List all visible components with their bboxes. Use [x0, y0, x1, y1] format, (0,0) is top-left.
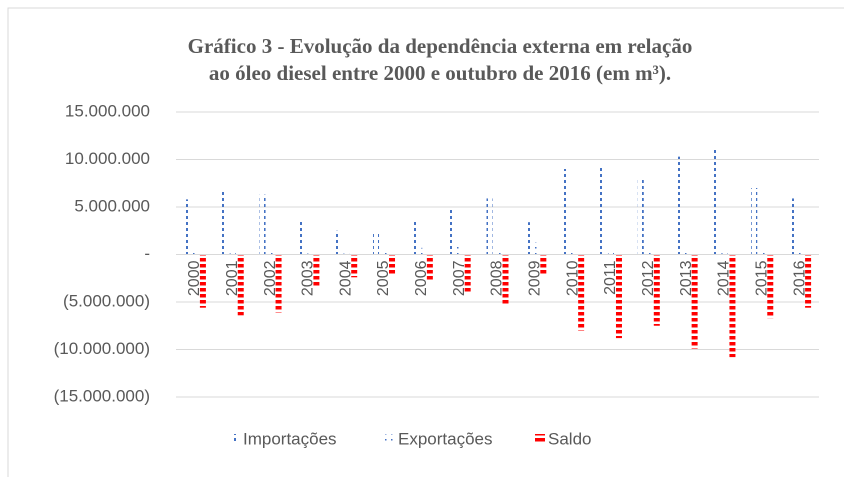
bar	[532, 242, 539, 255]
bar	[313, 254, 320, 288]
bar	[259, 194, 266, 255]
chart-title: Gráfico 3 - Evolução da dependência exte…	[188, 34, 693, 58]
bar	[381, 251, 388, 255]
bar	[540, 254, 547, 275]
legend-item: Importações	[230, 429, 337, 448]
bar	[426, 254, 433, 282]
bar	[464, 254, 471, 292]
bar	[183, 199, 190, 255]
bar	[448, 207, 455, 255]
legend-item: Exportações	[385, 429, 493, 448]
bar	[494, 248, 501, 255]
bar	[418, 247, 425, 255]
legend-label: Saldo	[548, 429, 591, 448]
bar	[410, 221, 417, 255]
y-tick-label: (10.000.000)	[54, 339, 150, 358]
bar	[578, 254, 585, 331]
bar	[237, 254, 244, 316]
x-tick-label: 2002	[262, 260, 279, 296]
bar	[805, 254, 812, 308]
bar	[713, 147, 720, 255]
bar	[221, 191, 228, 255]
bar	[267, 252, 274, 255]
y-tick-label: (15.000.000)	[54, 386, 150, 405]
x-tick-label: 2005	[375, 260, 392, 296]
bar	[599, 166, 606, 255]
legend-swatch	[535, 434, 545, 444]
y-tick-label: 15.000.000	[65, 101, 150, 120]
legend-label: Importações	[243, 429, 337, 448]
bar	[456, 244, 463, 255]
bar	[486, 198, 493, 255]
bar	[351, 254, 358, 278]
bar	[191, 252, 198, 255]
bar	[524, 222, 531, 255]
bar	[199, 254, 206, 308]
bar	[615, 254, 622, 339]
x-tick-label: 2011	[602, 260, 619, 295]
legend-swatch	[385, 434, 395, 444]
bar	[789, 198, 796, 255]
y-tick-label: (5.000.000)	[63, 291, 150, 310]
x-tick-label: 2000	[186, 260, 203, 296]
bar	[373, 231, 380, 255]
x-tick-label: 2003	[300, 260, 317, 296]
chart-title: ao óleo diesel entre 2000 e outubro de 2…	[209, 61, 671, 85]
legend-item: Saldo	[535, 429, 591, 448]
bar	[797, 251, 804, 255]
x-tick-label: 2012	[640, 260, 657, 296]
bar	[767, 254, 774, 319]
legend-swatch	[230, 434, 240, 444]
bar	[675, 156, 682, 255]
x-tick-label: 2007	[451, 260, 468, 296]
bar	[297, 220, 304, 255]
bar	[389, 254, 396, 275]
bar	[607, 249, 614, 255]
x-tick-label: 2010	[564, 260, 581, 296]
y-tick-label: 5.000.000	[74, 196, 150, 215]
x-tick-label: 2001	[224, 260, 241, 296]
bar	[275, 254, 282, 313]
bar	[721, 249, 728, 255]
y-tick-label: -	[144, 244, 150, 263]
bar	[645, 250, 652, 255]
x-tick-label: 2008	[489, 260, 506, 296]
x-tick-label: 2009	[527, 260, 544, 296]
bar	[653, 254, 660, 326]
bar	[691, 254, 698, 349]
bar	[335, 230, 342, 255]
chart-frame	[7, 7, 844, 477]
bar	[570, 249, 577, 255]
bar	[637, 179, 644, 255]
bar	[229, 252, 236, 255]
x-tick-label: 2014	[716, 260, 733, 296]
bar	[751, 188, 758, 255]
bar	[729, 254, 736, 358]
bar	[502, 254, 509, 305]
x-tick-label: 2004	[337, 260, 354, 296]
bar	[562, 169, 569, 255]
legend-label: Exportações	[398, 429, 493, 448]
bar	[683, 250, 690, 255]
y-tick-label: 10.000.000	[65, 149, 150, 168]
bar	[759, 251, 766, 255]
x-tick-label: 2013	[678, 260, 695, 296]
x-tick-label: 2015	[753, 260, 770, 296]
x-tick-label: 2006	[413, 260, 430, 296]
x-tick-label: 2016	[791, 260, 808, 296]
